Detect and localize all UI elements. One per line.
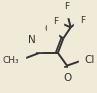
Text: F: F	[65, 2, 70, 11]
Text: F: F	[80, 16, 85, 25]
Text: F: F	[53, 17, 58, 26]
Text: Cl: Cl	[84, 55, 95, 65]
Text: O: O	[63, 73, 71, 83]
Text: O: O	[45, 24, 53, 34]
Text: N: N	[28, 35, 36, 45]
Text: CH₃: CH₃	[3, 56, 19, 65]
